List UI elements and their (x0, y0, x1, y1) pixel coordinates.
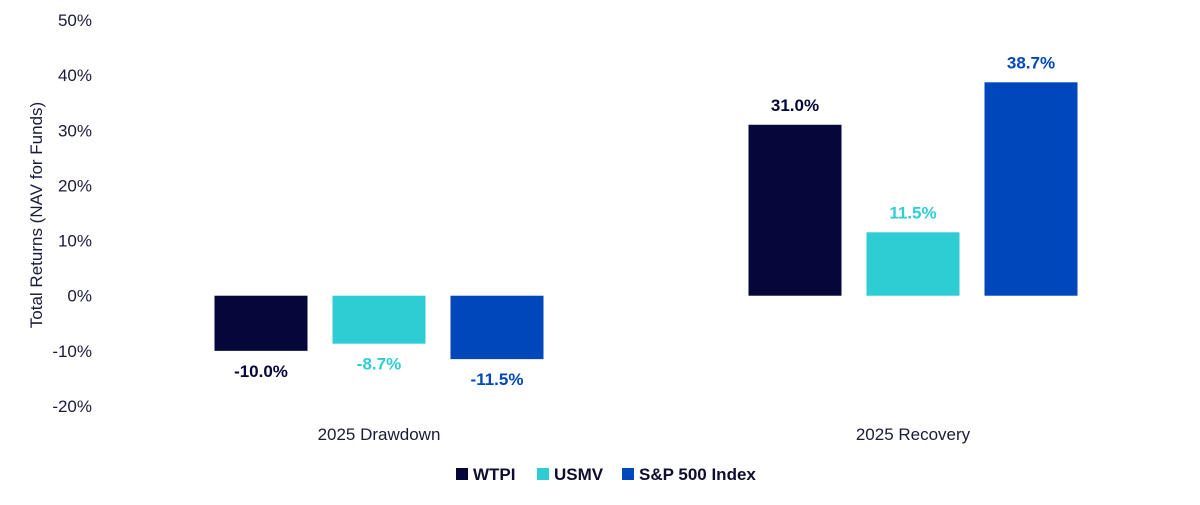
x-category-label: 2025 Recovery (856, 425, 971, 444)
bars-group (214, 82, 1078, 360)
y-axis-ticks: 50% 40% 30% 20% 10% 0% -10% -20% (52, 11, 92, 416)
y-tick-label: 50% (58, 11, 92, 30)
legend-swatch (456, 468, 468, 480)
bar (214, 295, 308, 351)
bar (866, 232, 960, 296)
bar (748, 124, 842, 296)
legend-swatch (537, 468, 549, 480)
y-axis-title: Total Returns (NAV for Funds) (27, 102, 46, 328)
bar (332, 295, 426, 344)
legend-item: USMV (537, 465, 604, 484)
y-tick-label: 30% (58, 121, 92, 140)
y-tick-label: -20% (52, 397, 92, 416)
legend-item: WTPI (456, 465, 516, 484)
y-tick-label: 40% (58, 66, 92, 85)
category-labels-group: 2025 Drawdown 2025 Recovery (318, 425, 971, 444)
bar-value-label: 31.0% (771, 96, 819, 115)
bar-value-label: -10.0% (234, 362, 288, 381)
legend-item: S&P 500 Index (622, 465, 756, 484)
bar (450, 295, 544, 360)
y-tick-label: 20% (58, 176, 92, 195)
bar-value-label: 38.7% (1007, 53, 1055, 72)
y-tick-label: 10% (58, 232, 92, 251)
legend: WTPI USMV S&P 500 Index (456, 465, 756, 484)
bar-value-label: 11.5% (889, 203, 936, 222)
legend-label: S&P 500 Index (639, 465, 756, 484)
y-tick-label: 0% (67, 287, 92, 306)
legend-label: WTPI (473, 465, 516, 484)
legend-label: USMV (554, 465, 604, 484)
y-tick-label: -10% (52, 342, 92, 361)
bar-value-label: -8.7% (357, 355, 401, 374)
legend-swatch (622, 468, 634, 480)
x-category-label: 2025 Drawdown (318, 425, 441, 444)
data-labels-group: -10.0% -8.7% -11.5% 31.0% 11.5% 38.7% (234, 53, 1055, 389)
bar (984, 82, 1078, 296)
bar-value-label: -11.5% (471, 370, 524, 389)
